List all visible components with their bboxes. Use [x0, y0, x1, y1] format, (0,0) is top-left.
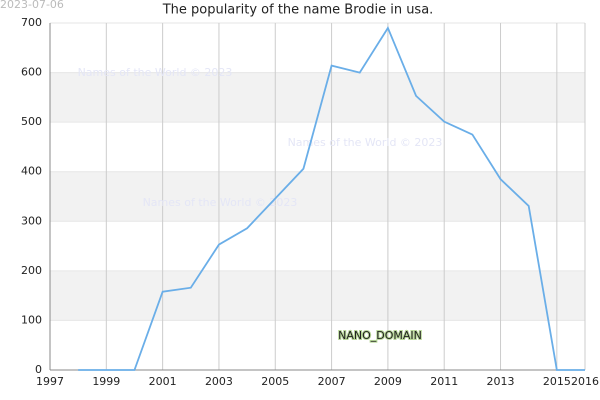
x-tick-label: 1997	[36, 375, 64, 388]
y-tick-label: 500	[21, 115, 42, 128]
chart-title: The popularity of the name Brodie in usa…	[162, 3, 434, 18]
x-tick-label: 2009	[374, 375, 402, 388]
domain-label: NANO_DOMAIN	[338, 329, 422, 342]
y-tick-label: 700	[21, 16, 42, 29]
x-tick-label: 2007	[318, 375, 346, 388]
y-tick-label: 600	[21, 66, 42, 79]
x-tick-label: 2011	[430, 375, 458, 388]
x-tick-label: 1999	[92, 375, 120, 388]
y-tick-label: 400	[21, 165, 42, 178]
x-tick-label: 2001	[149, 375, 177, 388]
x-tick-label: 2016	[571, 375, 599, 388]
watermark: Names of the World © 2023	[143, 196, 298, 209]
x-tick-label: 2015	[543, 375, 571, 388]
y-tick-label: 100	[21, 313, 42, 326]
watermark: Names of the World © 2023	[288, 136, 443, 149]
watermark: Names of the World © 2023	[78, 66, 233, 79]
line	[78, 26, 585, 371]
x-tick-label: 2013	[487, 375, 515, 388]
date-stamp: 2023-07-06	[0, 0, 64, 11]
x-tick-label: 2005	[261, 375, 289, 388]
y-tick-label: 0	[35, 363, 42, 376]
grid-band	[50, 270, 585, 321]
y-tick-label: 200	[21, 264, 42, 277]
grid-band	[50, 171, 585, 222]
y-tick-label: 300	[21, 214, 42, 227]
x-tick-label: 2003	[205, 375, 233, 388]
